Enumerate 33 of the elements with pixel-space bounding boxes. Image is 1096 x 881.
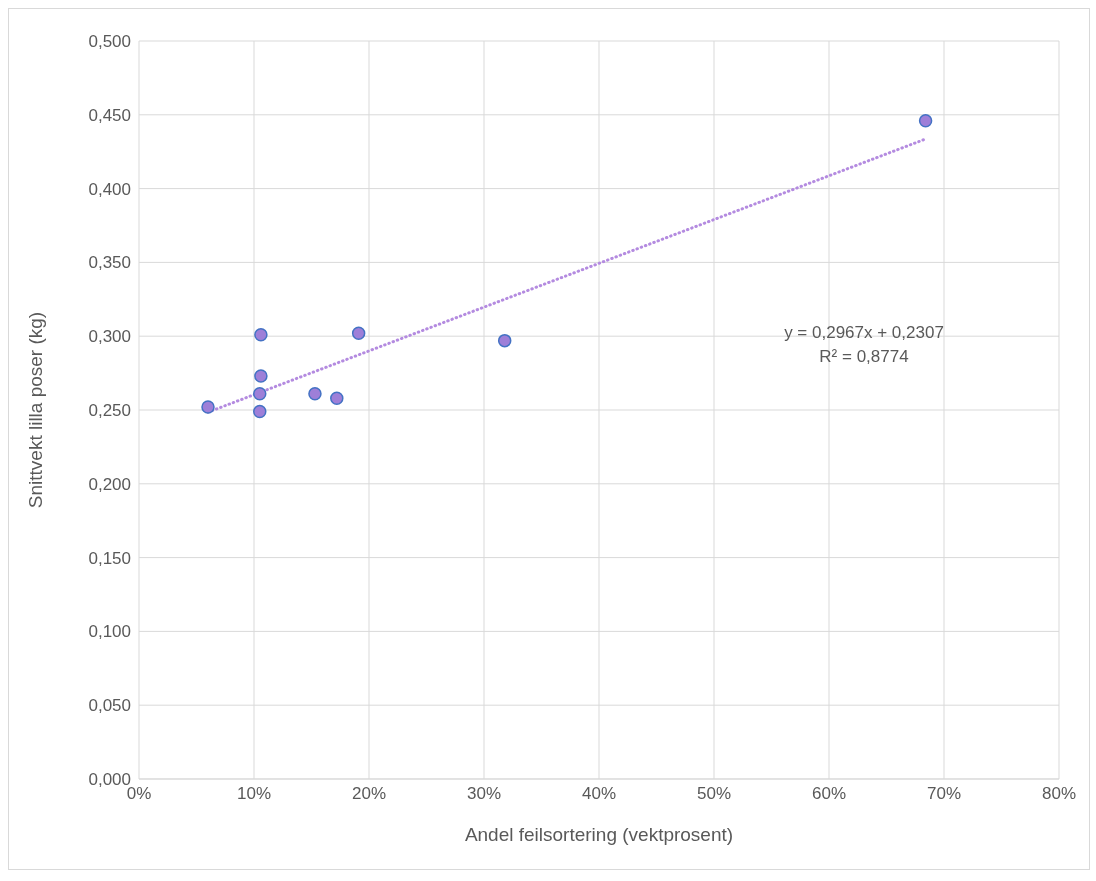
x-tick-label: 0% <box>126 784 152 804</box>
x-tick-label: 20% <box>351 784 387 804</box>
x-tick-label: 30% <box>466 784 502 804</box>
y-tick-label: 0,050 <box>88 696 131 716</box>
point <box>330 391 344 405</box>
annotation: y = 0,2967x + 0,2307 <box>783 322 945 344</box>
x-tick-label: 60% <box>811 784 847 804</box>
y-tick-label: 0,500 <box>88 32 131 52</box>
y-tick-label: 0,400 <box>88 179 131 199</box>
point <box>351 326 366 340</box>
point <box>253 404 267 419</box>
y-axis-title: Snittvekt lilla poser (kg) <box>24 311 46 509</box>
point <box>308 387 322 401</box>
x-axis-title: Andel feilsortering (vektprosent) <box>464 824 734 845</box>
y-tick-label: 0,250 <box>88 401 131 421</box>
point <box>254 327 268 342</box>
point <box>254 369 268 383</box>
y-tick-label: 0,100 <box>88 622 131 642</box>
point <box>497 333 512 348</box>
annotation: R² = 0,8774 <box>818 346 910 368</box>
point <box>918 113 933 128</box>
y-tick-label: 0,350 <box>88 253 131 273</box>
point <box>253 387 267 401</box>
point <box>201 400 215 414</box>
y-tick-label: 0,300 <box>88 327 131 347</box>
x-tick-label: 50% <box>696 784 732 804</box>
x-tick-label: 70% <box>926 784 962 804</box>
y-tick-label: 0,450 <box>88 105 131 125</box>
y-tick-label: 0,150 <box>88 548 131 568</box>
x-tick-label: 80% <box>1041 784 1077 804</box>
x-tick-label: 10% <box>236 784 272 804</box>
x-tick-label: 40% <box>581 784 617 804</box>
y-tick-label: 0,200 <box>88 474 131 494</box>
